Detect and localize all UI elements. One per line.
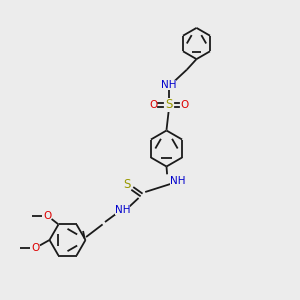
Text: NH: NH [161,80,176,90]
Text: O: O [149,100,157,110]
Text: NH: NH [170,176,186,186]
Text: O: O [43,211,51,221]
Text: S: S [165,98,172,112]
Text: O: O [31,243,39,254]
Text: NH: NH [115,205,130,215]
Text: O: O [180,100,188,110]
Text: S: S [124,178,131,191]
